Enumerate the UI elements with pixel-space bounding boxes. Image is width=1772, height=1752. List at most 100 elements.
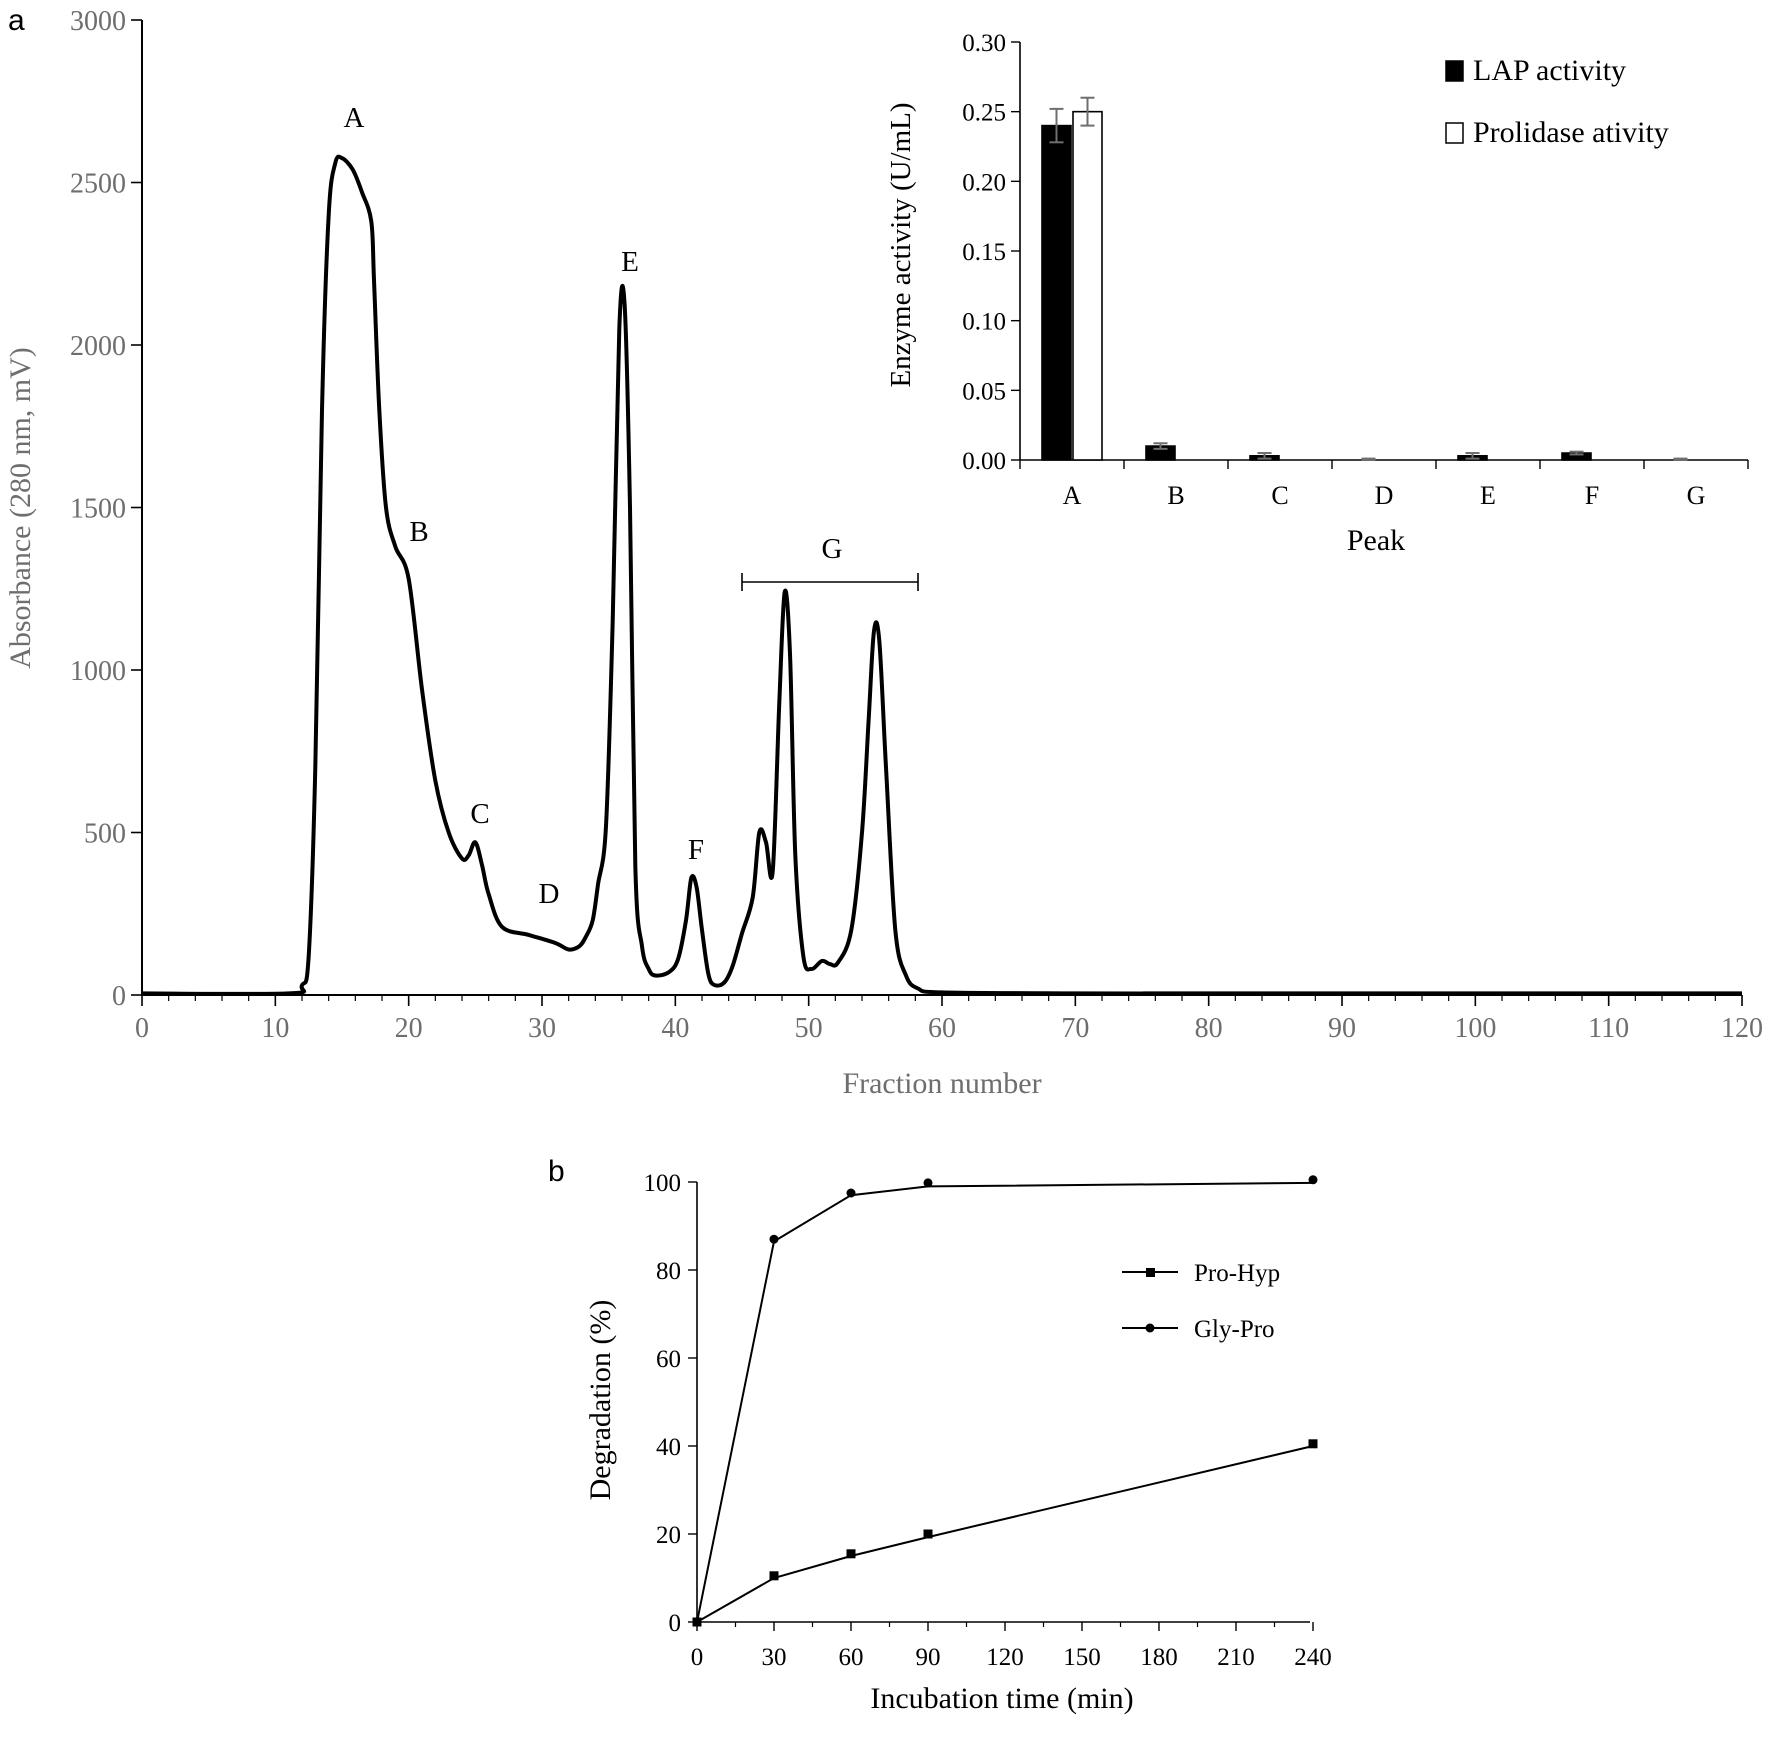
b-x-tick-label: 210 bbox=[1217, 1644, 1255, 1671]
inset-y-tick-label: 0.15 bbox=[962, 239, 1006, 266]
point-gly-pro bbox=[923, 1178, 933, 1188]
inset-x-tick-label: B bbox=[1167, 481, 1184, 510]
a-x-tick-label: 10 bbox=[261, 1013, 289, 1044]
b-y-tick-label: 40 bbox=[656, 1434, 681, 1461]
inset-x-axis: A B C D E F G bbox=[1019, 460, 1749, 510]
peak-label-c: C bbox=[470, 798, 489, 830]
inset-legend: LAP activity Prolidase ativity bbox=[1445, 54, 1669, 149]
inset-bar-lap bbox=[1041, 124, 1072, 461]
a-y-tick-label: 500 bbox=[84, 819, 126, 850]
panel-a: a 0 500 1000 1500 2000 2500 3000 0 10 20 30 40 50 60… bbox=[4, 4, 1763, 1100]
peak-label-f: F bbox=[688, 834, 704, 866]
panel-a-label: a bbox=[8, 4, 25, 37]
legend-label-prolidase: Prolidase ativity bbox=[1473, 116, 1669, 149]
b-x-tick-label: 240 bbox=[1294, 1644, 1332, 1671]
panel-b-y-axis: 0 20 40 60 80 100 bbox=[644, 1170, 697, 1637]
legend-marker-gly-pro bbox=[1145, 1323, 1155, 1333]
b-y-tick-label: 80 bbox=[656, 1258, 681, 1285]
a-x-tick-label: 120 bbox=[1721, 1013, 1763, 1044]
inset-x-axis-title: Peak bbox=[1347, 524, 1405, 557]
point-gly-pro bbox=[1308, 1175, 1318, 1185]
a-y-tick-label: 1500 bbox=[70, 494, 126, 525]
inset-y-tick-label: 0.00 bbox=[962, 448, 1006, 475]
b-x-tick-label: 120 bbox=[986, 1644, 1024, 1671]
a-y-tick-label: 2000 bbox=[70, 331, 126, 362]
b-x-tick-label: 150 bbox=[1063, 1644, 1101, 1671]
inset-y-axis: 0.00 0.05 0.10 0.15 0.20 0.25 0.30 bbox=[962, 30, 1020, 475]
line-pro-hyp bbox=[696, 1445, 1314, 1623]
a-x-tick-label: 100 bbox=[1454, 1013, 1496, 1044]
peak-label-b: B bbox=[409, 516, 428, 548]
a-x-tick-label: 40 bbox=[661, 1013, 689, 1044]
inset-x-tick-label: D bbox=[1375, 481, 1394, 510]
peak-labels: A B C D E F G bbox=[344, 102, 843, 910]
a-x-tick-label: 50 bbox=[795, 1013, 823, 1044]
point-gly-pro bbox=[769, 1234, 779, 1244]
panel-b-series bbox=[692, 1175, 1318, 1627]
legend-swatch-lap bbox=[1445, 60, 1464, 82]
inset-y-axis-title: Enzyme activity (U/mL) bbox=[885, 102, 917, 387]
panel-b-label: b bbox=[548, 1155, 565, 1188]
a-x-tick-label: 110 bbox=[1588, 1013, 1629, 1044]
a-x-tick-label: 70 bbox=[1061, 1013, 1089, 1044]
inset-x-tick-label: C bbox=[1271, 481, 1288, 510]
panel-b-legend: Pro-Hyp Gly-Pro bbox=[1122, 1260, 1280, 1343]
inset-y-tick-label: 0.05 bbox=[962, 378, 1006, 405]
b-x-tick-label: 180 bbox=[1140, 1644, 1178, 1671]
peak-label-g: G bbox=[822, 533, 843, 565]
b-y-tick-label: 100 bbox=[644, 1170, 682, 1197]
peak-label-d: D bbox=[539, 878, 560, 910]
chromatogram-line bbox=[141, 154, 1742, 996]
panel-b-x-axis: 0 30 60 90 120 150 180 210 240 bbox=[691, 1622, 1332, 1671]
panel-a-y-axis-title: Absorbance (280 nm, mV) bbox=[4, 347, 37, 669]
a-y-tick-label: 0 bbox=[112, 981, 126, 1012]
b-x-tick-label: 90 bbox=[916, 1644, 941, 1671]
b-y-tick-label: 20 bbox=[656, 1522, 681, 1549]
b-x-tick-label: 30 bbox=[762, 1644, 787, 1671]
panel-a-x-axis-title: Fraction number bbox=[842, 1067, 1041, 1100]
inset-x-tick-label: G bbox=[1687, 481, 1706, 510]
legend-label-pro-hyp: Pro-Hyp bbox=[1194, 1260, 1280, 1287]
inset-y-tick-label: 0.20 bbox=[962, 169, 1006, 196]
inset-x-tick-label: F bbox=[1585, 481, 1599, 510]
b-x-tick-label: 60 bbox=[839, 1644, 864, 1671]
panel-b-y-axis-title: Degradation (%) bbox=[584, 1300, 617, 1501]
point-pro-hyp bbox=[846, 1549, 856, 1559]
a-x-tick-label: 20 bbox=[395, 1013, 423, 1044]
panel-a-y-axis: 0 500 1000 1500 2000 2500 3000 bbox=[70, 6, 142, 1012]
panel-b: b 0 20 40 60 80 100 0 30 60 90 120 150 180 210 240 In… bbox=[548, 1155, 1332, 1715]
a-x-tick-label: 60 bbox=[928, 1013, 956, 1044]
inset-y-tick-label: 0.25 bbox=[962, 100, 1006, 127]
point-gly-pro bbox=[692, 1617, 702, 1627]
legend-swatch-prolidase bbox=[1445, 122, 1464, 144]
point-pro-hyp bbox=[1308, 1439, 1318, 1449]
a-y-tick-label: 1000 bbox=[70, 656, 126, 687]
line-gly-pro bbox=[696, 1181, 1314, 1623]
a-x-tick-label: 90 bbox=[1328, 1013, 1356, 1044]
inset-bar-prolidase bbox=[1072, 110, 1103, 461]
legend-marker-pro-hyp bbox=[1146, 1268, 1155, 1277]
inset-bar-chart: 0.00 0.05 0.10 0.15 0.20 0.25 0.30 A B C D E F G Pea… bbox=[885, 30, 1749, 557]
b-x-tick-label: 0 bbox=[691, 1644, 704, 1671]
inset-y-tick-label: 0.10 bbox=[962, 309, 1006, 336]
inset-x-tick-label: A bbox=[1063, 481, 1082, 510]
a-x-tick-label: 0 bbox=[135, 1013, 149, 1044]
panel-b-x-axis-title: Incubation time (min) bbox=[870, 1682, 1133, 1715]
b-y-tick-label: 0 bbox=[669, 1610, 682, 1637]
a-x-tick-label: 30 bbox=[528, 1013, 556, 1044]
peak-label-e: E bbox=[621, 246, 639, 278]
inset-y-tick-label: 0.30 bbox=[962, 30, 1006, 57]
point-pro-hyp bbox=[769, 1571, 779, 1581]
inset-bars bbox=[1041, 96, 1688, 461]
point-pro-hyp bbox=[923, 1529, 933, 1539]
panel-a-x-axis: 0 10 20 30 40 50 60 70 80 90 100 110 120 bbox=[135, 995, 1763, 1044]
legend-label-lap: LAP activity bbox=[1473, 54, 1626, 87]
inset-x-tick-label: E bbox=[1480, 481, 1496, 510]
peak-label-a: A bbox=[344, 102, 365, 134]
a-y-tick-label: 2500 bbox=[70, 169, 126, 200]
a-x-tick-label: 80 bbox=[1195, 1013, 1223, 1044]
a-y-tick-label: 3000 bbox=[70, 6, 126, 37]
legend-label-gly-pro: Gly-Pro bbox=[1194, 1316, 1275, 1343]
peak-g-bracket bbox=[741, 573, 919, 591]
